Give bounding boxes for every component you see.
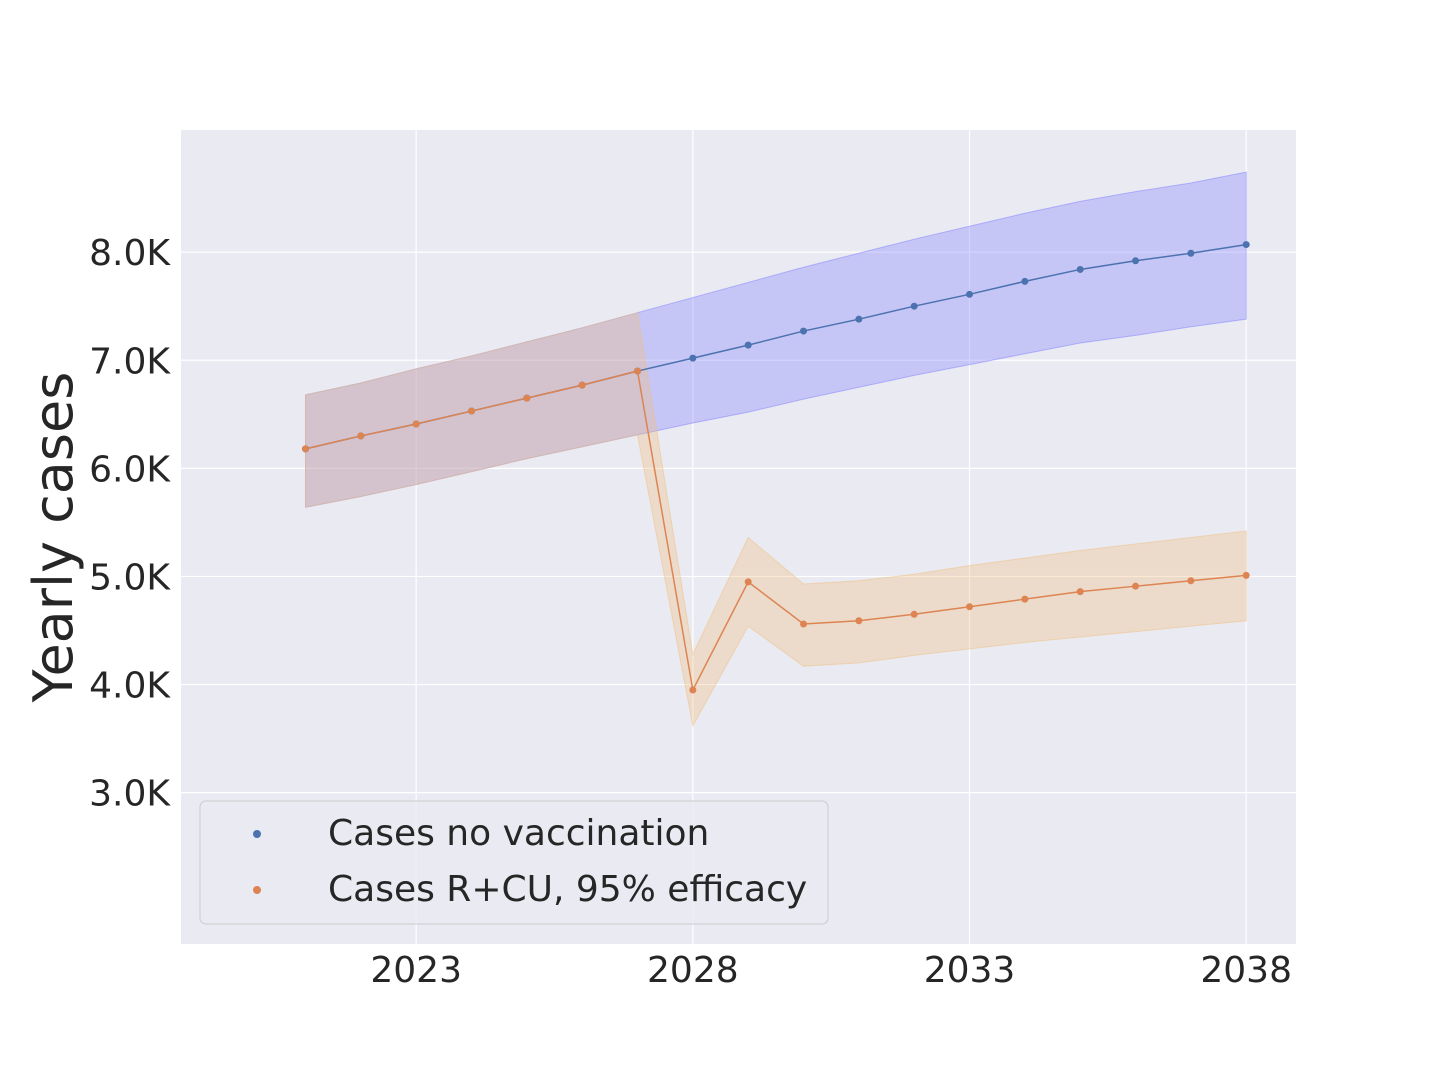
y-axis-label: Yearly cases [22, 372, 85, 704]
grid [181, 130, 1296, 944]
data-point-series-1 [1076, 588, 1084, 596]
data-point-series-1 [468, 407, 476, 415]
data-point-series-0 [744, 341, 752, 349]
y-tick-label: 6.0K [89, 449, 171, 490]
legend-label-rcu: Cases R+CU, 95% efficacy [328, 869, 807, 910]
data-point-series-1 [855, 617, 863, 625]
data-point-series-0 [1076, 265, 1084, 273]
confidence-bands [305, 171, 1247, 728]
data-point-series-1 [966, 603, 974, 611]
legend-marker-rcu [253, 886, 261, 894]
data-point-series-1 [1021, 595, 1029, 603]
x-tick-label: 2023 [370, 950, 462, 991]
data-point-series-0 [1187, 249, 1195, 257]
series-points [302, 241, 1250, 694]
legend-marker-no-vaccination [253, 830, 261, 838]
x-tick-label: 2028 [647, 950, 739, 991]
data-point-series-1 [302, 445, 310, 453]
data-point-series-1 [744, 578, 752, 586]
y-tick-label: 5.0K [89, 557, 171, 598]
data-point-series-1 [412, 420, 420, 428]
x-tick-labels: 2023 2028 2033 2038 [370, 950, 1292, 991]
y-tick-label: 3.0K [89, 774, 171, 815]
data-point-series-1 [634, 367, 642, 375]
data-point-series-0 [800, 327, 808, 335]
legend-label-no-vaccination: Cases no vaccination [328, 813, 709, 854]
legend-box [199, 800, 829, 925]
data-point-series-0 [1242, 241, 1250, 249]
x-tick-label: 2033 [924, 950, 1016, 991]
data-point-series-0 [966, 290, 974, 298]
data-point-series-1 [1242, 571, 1250, 579]
legend: Cases no vaccination Cases R+CU, 95% eff… [199, 800, 829, 925]
y-tick-label: 8.0K [89, 233, 171, 274]
y-tick-label: 4.0K [89, 666, 171, 707]
data-point-series-0 [1021, 277, 1029, 285]
data-point-series-1 [578, 381, 586, 389]
data-point-series-0 [689, 354, 697, 362]
data-point-series-0 [910, 302, 918, 310]
y-tick-labels: 3.0K 4.0K 5.0K 6.0K 7.0K 8.0K [89, 233, 171, 815]
data-point-series-0 [1132, 257, 1140, 265]
data-point-series-1 [800, 620, 808, 628]
data-point-series-1 [910, 610, 918, 618]
data-point-series-1 [689, 686, 697, 694]
data-point-series-0 [855, 315, 863, 323]
series-line-1 [305, 370, 1247, 693]
x-tick-label: 2038 [1200, 950, 1292, 991]
y-tick-label: 7.0K [89, 341, 171, 382]
confidence-band-series-1 [305, 312, 1247, 728]
data-point-series-1 [1187, 577, 1195, 585]
data-point-series-1 [357, 432, 365, 440]
data-point-series-1 [523, 394, 531, 402]
data-point-series-1 [1132, 582, 1140, 590]
series-lines [305, 243, 1247, 693]
